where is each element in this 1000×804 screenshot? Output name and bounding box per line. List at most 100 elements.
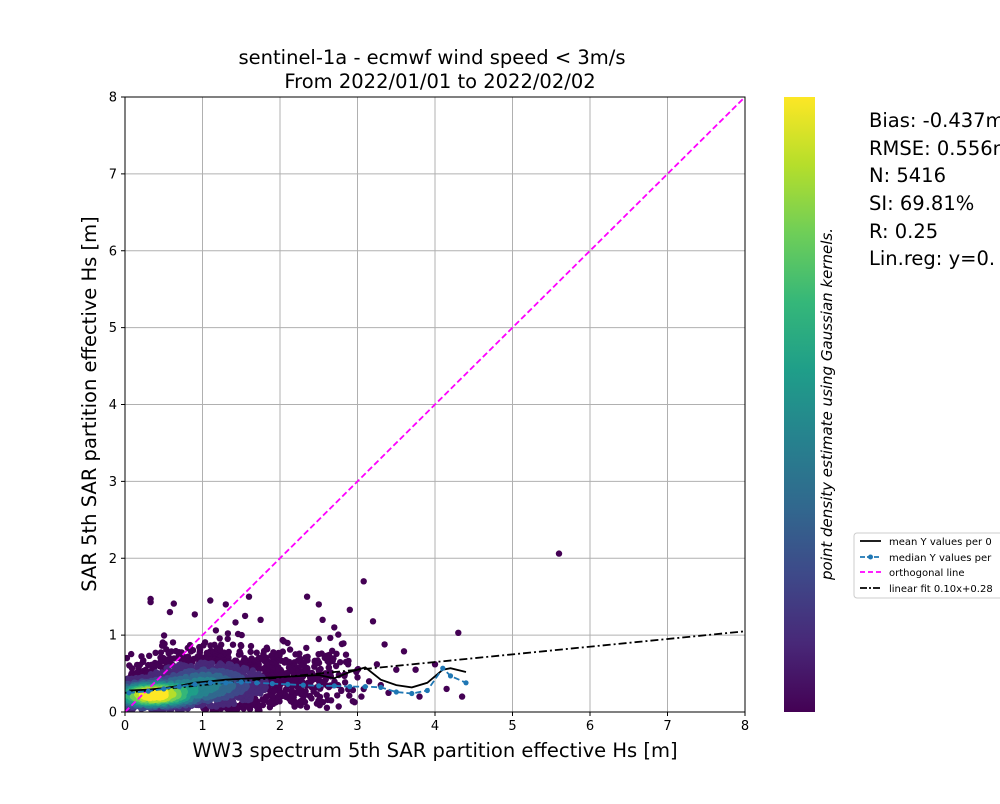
y-tick-label: 7 — [109, 167, 117, 182]
scatter-point — [187, 648, 195, 655]
chart-title-line-2: From 2022/01/01 to 2022/02/02 — [284, 70, 595, 93]
scatter-point — [325, 659, 333, 666]
scatter-point — [229, 641, 237, 648]
scatter-point — [385, 689, 392, 696]
scatter-point — [147, 598, 154, 606]
median-marker — [238, 679, 244, 685]
scatter-point — [224, 630, 232, 637]
x-tick-label: 2 — [276, 719, 284, 734]
scatter-point — [284, 639, 291, 647]
scatter-point — [315, 651, 322, 658]
scatter-point — [279, 636, 286, 644]
x-tick-label: 7 — [663, 719, 671, 734]
mean-line — [128, 666, 467, 692]
median-marker — [331, 683, 337, 689]
x-tick-label: 5 — [508, 719, 516, 734]
scatter-point — [191, 611, 198, 618]
scatter-point — [331, 624, 338, 631]
x-tick-label: 3 — [353, 719, 361, 734]
scatter-point — [416, 693, 423, 700]
scatter-point — [346, 692, 353, 699]
scatter-point — [152, 649, 159, 656]
scatter-point — [344, 661, 352, 668]
x-axis-label: WW3 spectrum 5th SAR partition effective… — [192, 739, 677, 762]
median-marker — [440, 665, 446, 671]
median-marker — [285, 681, 291, 687]
median-marker — [254, 680, 260, 686]
scatter-point — [255, 666, 263, 673]
legend: mean Y values per 0 median Y values per … — [853, 532, 1000, 599]
stat-si: SI: 69.81% — [869, 192, 974, 215]
scatter-point — [232, 619, 239, 626]
scatter-point — [369, 618, 377, 625]
median-marker — [463, 680, 469, 686]
scatter-point — [412, 666, 419, 673]
scatter-point — [125, 654, 131, 662]
scatter-point — [224, 635, 231, 643]
scatter-point — [207, 597, 214, 604]
scatter-point — [315, 667, 322, 674]
scatter-point — [334, 692, 341, 699]
scatter-point — [222, 601, 229, 608]
median-marker — [145, 688, 151, 694]
stat-bias: Bias: -0.437m — [869, 109, 1000, 132]
scatter-point — [253, 649, 260, 656]
scatter-point — [128, 650, 135, 658]
scatter-point — [373, 661, 381, 668]
y-tick-label: 5 — [109, 321, 117, 336]
median-marker — [269, 681, 275, 687]
y-tick-label: 3 — [109, 475, 117, 490]
median-marker — [300, 682, 306, 688]
median-marker — [347, 684, 353, 690]
scatter-point — [241, 612, 249, 620]
scatter-point — [360, 578, 367, 585]
colorbar-label: point density estimate using Gaussian ke… — [818, 228, 836, 581]
scatter-point — [235, 651, 243, 658]
scatter-point — [166, 608, 174, 616]
median-marker — [192, 681, 198, 687]
scatter-point — [335, 703, 342, 710]
scatter-point — [216, 635, 223, 642]
scatter-point — [281, 659, 288, 666]
scatter-point — [323, 704, 331, 711]
x-tick-label: 0 — [121, 719, 129, 734]
median-marker — [223, 680, 229, 686]
x-tick-label: 1 — [198, 719, 206, 734]
legend-box — [853, 532, 1000, 599]
median-marker — [176, 684, 182, 690]
scatter-point — [283, 685, 290, 693]
scatter-point — [393, 666, 400, 673]
scatter-point — [247, 642, 255, 650]
median-marker — [161, 686, 167, 692]
scatter-point — [349, 698, 356, 705]
stat-rmse: RMSE: 0.556m — [869, 137, 1000, 160]
scatter-point — [400, 648, 408, 655]
x-tick-label: 8 — [741, 719, 749, 734]
median-marker — [316, 683, 322, 689]
scatter-point — [247, 648, 254, 655]
series-lines — [125, 97, 745, 712]
median-marker — [447, 673, 454, 679]
scatter-point — [238, 631, 245, 639]
scatter-point — [159, 642, 166, 649]
y-tick-label: 4 — [109, 398, 117, 413]
colorbar — [784, 97, 815, 712]
scatter-point — [333, 650, 340, 657]
scatter-point — [358, 693, 365, 700]
scatter-point — [342, 651, 350, 658]
median-marker — [362, 684, 368, 690]
y-tick-label: 0 — [109, 706, 117, 721]
scatter-point — [443, 685, 450, 693]
legend-label-linear-fit: linear fit 0.10x+0.28 — [889, 584, 993, 595]
scatter-point — [338, 686, 345, 694]
scatter-point — [341, 679, 349, 686]
scatter-point — [455, 629, 462, 636]
scatter-point — [212, 627, 220, 634]
y-tick-label: 2 — [109, 552, 117, 567]
axis-ticks: 0 1 2 3 4 5 6 7 8 0 1 2 3 4 5 6 7 8 — [109, 91, 749, 735]
scatter-point — [303, 644, 310, 652]
scatter-point — [365, 678, 373, 685]
scatter-point — [458, 693, 466, 700]
scatter-point — [207, 642, 214, 649]
